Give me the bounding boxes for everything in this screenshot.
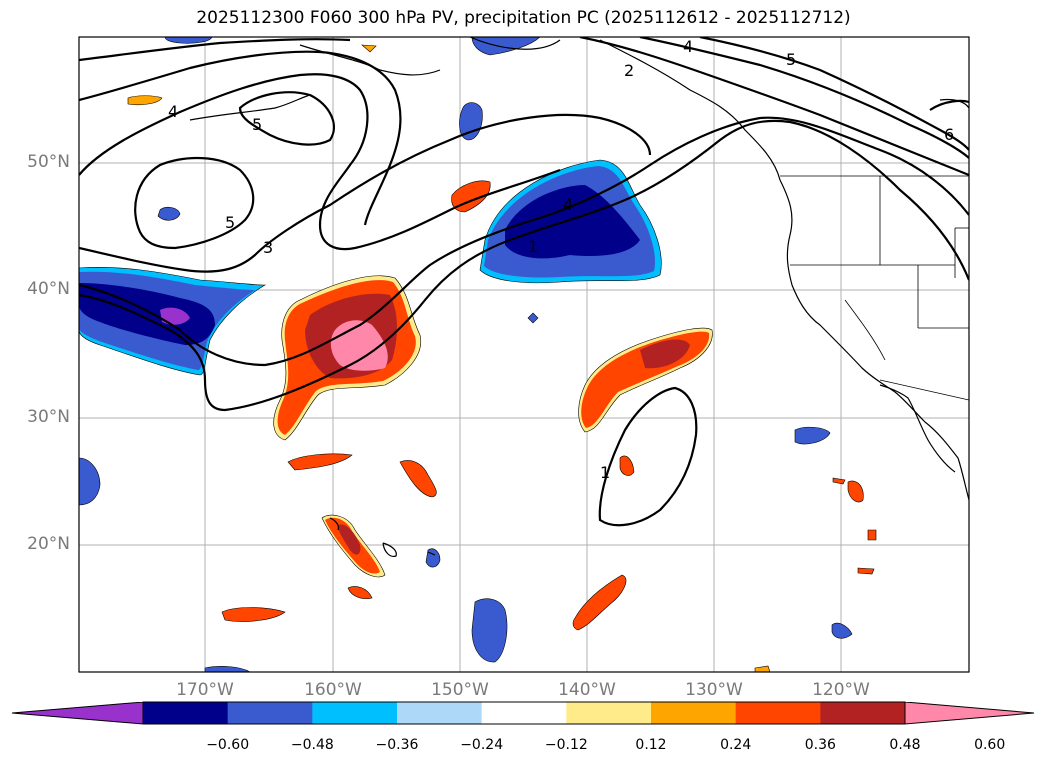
- lon-label: 170°W: [176, 680, 234, 700]
- colorbar-tick-label: 0.12: [635, 737, 667, 753]
- colorbar-segment: [651, 702, 737, 724]
- admin-borders: [780, 175, 969, 401]
- colorbar-tick-label: 0.36: [804, 737, 836, 753]
- map-title: 2025112300 F060 300 hPa PV, precipitatio…: [196, 8, 851, 28]
- colorbar-tick-label: −0.60: [206, 737, 250, 753]
- contour-label: 4: [168, 102, 178, 121]
- lon-label: 120°W: [812, 680, 870, 700]
- colorbar-segment: [481, 702, 567, 724]
- contour-line: [598, 386, 698, 527]
- colorbar-segment: [397, 702, 483, 724]
- colorbar-tick-label: −0.24: [460, 737, 504, 753]
- contour-label: 5: [225, 213, 235, 232]
- lat-label: 40°N: [27, 279, 70, 299]
- lat-label: 30°N: [27, 407, 70, 427]
- contour-line: [79, 38, 351, 62]
- contour-label: 6: [944, 125, 954, 144]
- contour-line: [134, 157, 255, 250]
- map-panel: 4 5 5 3 4 4 2 5 6 1 1: [78, 36, 970, 673]
- pv-contours: [79, 37, 969, 527]
- contour-label: 5: [252, 115, 262, 134]
- colorbar-segment: [820, 702, 906, 724]
- colorbar-segment: [566, 702, 652, 724]
- contour-line: [579, 37, 969, 177]
- lon-label: 140°W: [558, 680, 616, 700]
- contour-label: 1: [600, 463, 610, 482]
- colorbar-outline: [11, 701, 1035, 725]
- map-background: [79, 37, 969, 672]
- contour-line: [238, 91, 336, 146]
- colorbar-tick-label: 0.48: [889, 737, 921, 753]
- colorbar-segment: [227, 702, 313, 724]
- colorbar-tick-label: −0.36: [375, 737, 419, 753]
- contour-label: 1: [528, 237, 538, 256]
- positive-precip-areas: [127, 44, 877, 672]
- contour-line: [79, 113, 652, 273]
- lat-label: 20°N: [27, 534, 70, 554]
- contour-line: [79, 119, 969, 412]
- colorbar-segment: [735, 702, 821, 724]
- colorbar-tick-label: 0.24: [720, 737, 752, 753]
- contour-label: 4: [683, 37, 693, 56]
- colorbar-extend-low: [12, 702, 143, 724]
- colorbar-extend-high: [905, 702, 1034, 724]
- contour-line: [79, 50, 402, 226]
- colorbar-tick-label: 0.60: [974, 737, 1006, 753]
- contour-label: 3: [263, 238, 273, 257]
- contour-label: 5: [786, 50, 796, 69]
- lat-label: 50°N: [27, 152, 70, 172]
- contour-line: [79, 116, 969, 367]
- contour-label: 2: [624, 61, 634, 80]
- contour-line: [929, 99, 969, 111]
- lon-label: 130°W: [685, 680, 743, 700]
- map-frame: [78, 36, 970, 673]
- contour-label: 4: [563, 195, 573, 214]
- colorbar-tick-label: −0.48: [290, 737, 334, 753]
- contour-labels: 4 5 5 3 4 4 2 5 6 1 1: [168, 37, 954, 482]
- colorbar: [11, 701, 1035, 725]
- colorbar-tick-label: −0.12: [544, 737, 588, 753]
- contour-line: [699, 37, 969, 151]
- coastlines: [189, 37, 969, 557]
- neg-area-south: [471, 598, 508, 663]
- colorbar-segment: [312, 702, 398, 724]
- colorbar-segment: [143, 702, 229, 724]
- contour-line: [639, 37, 969, 159]
- lon-label: 150°W: [431, 680, 489, 700]
- contour-line: [79, 73, 561, 251]
- lon-label: 160°W: [304, 680, 362, 700]
